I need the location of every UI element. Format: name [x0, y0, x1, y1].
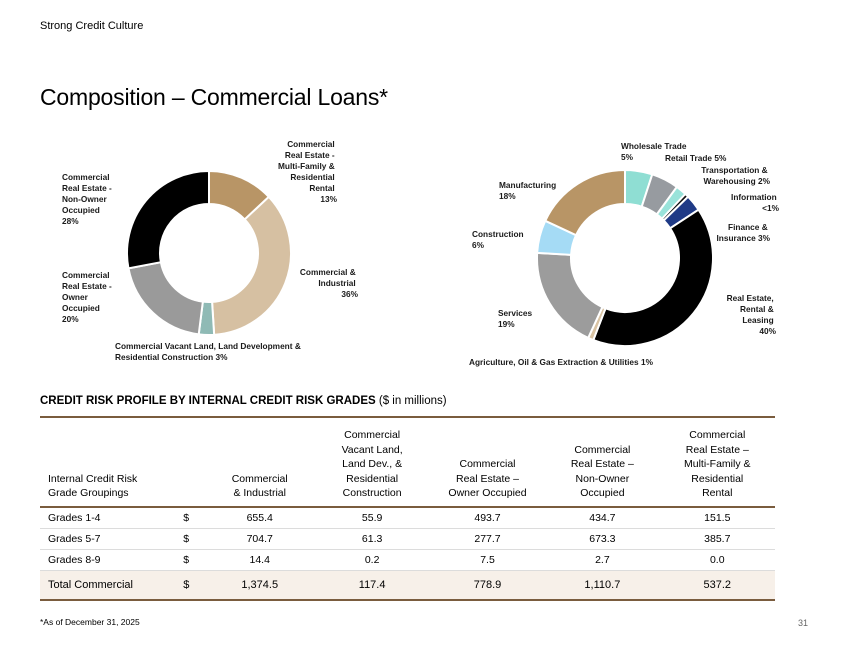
commercial-loans-donut	[126, 169, 292, 336]
label-agriculture: Agriculture, Oil & Gas Extraction & Util…	[469, 357, 654, 367]
currency-symbol: $	[179, 528, 206, 550]
cell-value: 2.7	[545, 549, 660, 571]
label-wholesale-trade: Wholesale Trade 5%	[621, 141, 689, 162]
label-manufacturing: Manufacturing 18%	[499, 180, 558, 201]
header-non-owner-occupied: Commercial Real Estate – Non-Owner Occupied	[570, 443, 634, 500]
header-owner-occupied: Commercial Real Estate – Owner Occupied	[448, 458, 527, 499]
cell-value: 277.7	[429, 528, 546, 550]
row-label: Grades 5-7	[40, 528, 180, 550]
table-title-text: CREDIT RISK PROFILE BY INTERNAL CREDIT R…	[40, 395, 376, 407]
header-commercial-industrial: Commercial & Industrial	[231, 472, 288, 500]
cell-value: 673.3	[545, 528, 660, 550]
table-header-row: Internal Credit Risk Grade Groupings Comm…	[40, 417, 775, 507]
cell-value: 61.3	[314, 528, 430, 550]
label-services: Services 19%	[498, 308, 534, 329]
row-label: Grades 1-4	[40, 506, 180, 529]
header-grade-groupings: Internal Credit Risk Grade Groupings	[48, 472, 138, 500]
label-real-estate: Real Estate, Rental & Leasing 40%	[727, 293, 777, 336]
slice-services	[536, 251, 604, 340]
section-eyebrow: Strong Credit Culture	[40, 20, 144, 32]
cell-value: 704.7	[205, 528, 315, 550]
total-value: 1,374.5	[205, 569, 315, 601]
page-number: 31	[797, 618, 808, 628]
header-multifamily: Commercial Real Estate – Multi-Family & Res…	[684, 429, 751, 499]
label-non-owner-occupied: Commercial Real Estate - Non-Owner Occup…	[62, 172, 114, 226]
cell-value: 385.7	[659, 528, 775, 550]
slice-commercial-real-estate-non-owner-occupied	[126, 169, 210, 270]
total-value: 778.9	[429, 569, 546, 601]
cell-value: 151.5	[659, 506, 775, 529]
row-label: Grades 8-9	[40, 549, 180, 571]
header-currency-spacer	[179, 417, 205, 507]
table-row: Grades 1-4 $ 655.4 55.9 493.7 434.7 151.…	[40, 506, 775, 529]
total-value: 537.2	[659, 569, 775, 601]
label-transportation: Transportation & Warehousing 2%	[701, 165, 770, 186]
label-information: Information <1%	[731, 192, 780, 213]
slice-commercial-industrial	[211, 195, 292, 336]
cell-value: 14.4	[205, 549, 315, 571]
label-retail-trade: Retail Trade 5%	[665, 153, 727, 163]
currency-symbol: $	[179, 549, 206, 571]
cell-value: 0.2	[314, 549, 430, 571]
cell-value: 0.0	[659, 549, 775, 571]
page-title: Composition – Commercial Loans*	[40, 84, 388, 110]
table-title: CREDIT RISK PROFILE BY INTERNAL CREDIT R…	[40, 395, 447, 407]
footnote: *As of December 31, 2025	[40, 617, 140, 627]
label-vacant-land: Commercial Vacant Land, Land Development…	[115, 341, 303, 362]
slice-real-estate-rental-leasing	[591, 208, 714, 347]
cell-value: 493.7	[429, 506, 546, 529]
industry-donut	[536, 168, 714, 347]
label-multifamily: Commercial Real Estate - Multi-Family & …	[278, 139, 338, 204]
cell-value: 55.9	[314, 506, 430, 529]
cell-value: 7.5	[429, 549, 546, 571]
label-construction: Construction 6%	[472, 229, 526, 250]
slice-manufacturing	[543, 168, 626, 237]
label-industrial: Commercial & Industrial 36%	[300, 267, 359, 299]
slice-commercial-real-estate-owner-occupied	[127, 261, 204, 336]
total-label: Total Commercial	[40, 569, 180, 601]
currency-symbol: $	[179, 506, 206, 529]
table-row: Grades 5-7 $ 704.7 61.3 277.7 673.3 385.…	[40, 528, 775, 550]
table-title-unit: ($ in millions)	[378, 395, 447, 407]
total-value: 117.4	[314, 569, 430, 601]
label-finance: Finance & Insurance 3%	[717, 222, 771, 243]
total-value: 1,110.7	[545, 569, 660, 601]
cell-value: 655.4	[205, 506, 315, 529]
credit-risk-table: Internal Credit Risk Grade Groupings Comm…	[40, 416, 775, 601]
label-owner-occupied: Commercial Real Estate - Owner Occupied …	[62, 270, 114, 324]
table-total-row: Total Commercial $ 1,374.5 117.4 778.9 1…	[40, 569, 775, 601]
donut-charts: Commercial Real Estate - Multi-Family & …	[62, 139, 780, 367]
header-vacant-land: Commercial Vacant Land, Land Dev., & Reside…	[341, 429, 403, 499]
table-row: Grades 8-9 $ 14.4 0.2 7.5 2.7 0.0	[40, 549, 775, 571]
currency-symbol: $	[179, 569, 206, 601]
cell-value: 434.7	[545, 506, 660, 529]
